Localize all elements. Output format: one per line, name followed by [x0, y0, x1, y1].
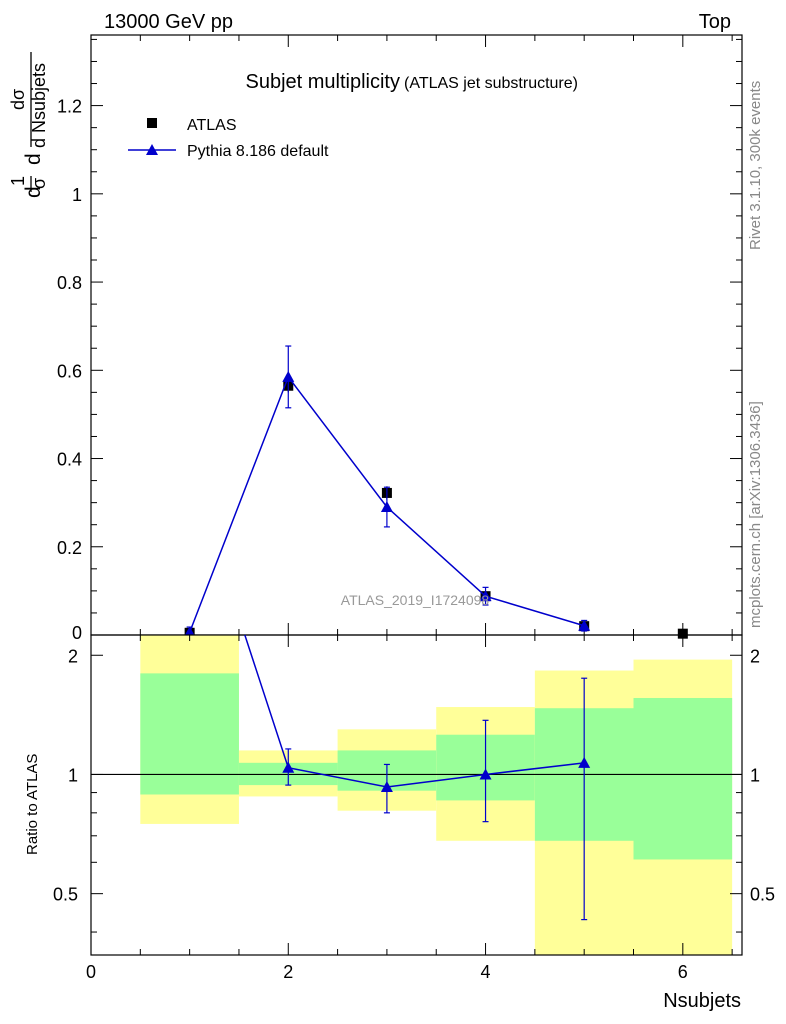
x-tick-label: 4	[481, 962, 491, 982]
pythia-point	[380, 501, 393, 513]
main-ytick-label: 0.2	[57, 538, 82, 558]
y-label-den1: σ	[29, 178, 49, 189]
main-ytick-label: 1	[72, 185, 82, 205]
y-label-num1: 1	[8, 176, 28, 186]
legend-atlas-marker	[147, 118, 157, 128]
ratio-ytick-label: 2	[68, 646, 78, 666]
ratio-band-inner-5	[633, 697, 733, 860]
main-ytick-label: 0.8	[57, 273, 82, 293]
x-tick-label: 2	[283, 962, 293, 982]
y-label-prefix2: d	[22, 153, 45, 165]
chart-title: Subjet multiplicity	[245, 71, 400, 93]
x-tick-label: 0	[86, 962, 96, 982]
ratio-pythia-point	[479, 768, 492, 780]
x-tick-label: 6	[678, 962, 688, 982]
y-axis-label-main: d 1 σ d dσ d Nsubjets	[8, 52, 49, 198]
atlas-point	[677, 628, 688, 639]
legend-pythia-label: Pythia 8.186 default	[187, 143, 329, 160]
source-label: mcplots.cern.ch [arXiv:1306.3436]	[747, 401, 764, 628]
y-label-den2: d Nsubjets	[29, 63, 49, 148]
main-ytick-label: 0.6	[57, 361, 82, 381]
pythia-point	[282, 370, 295, 382]
ratio-frame-border	[90, 634, 743, 956]
ratio-ytick-label-right: 1	[750, 765, 760, 785]
main-ytick-label-zero: 0	[72, 623, 82, 643]
ratio-ytick-label-right: 0.5	[750, 885, 775, 905]
ratio-pythia-point	[282, 761, 295, 773]
main-ytick-label: 0.4	[57, 450, 82, 470]
y-label-num2: dσ	[8, 89, 28, 110]
ratio-ytick-label: 0.5	[53, 885, 78, 905]
ratio-band-inner-0	[140, 673, 239, 795]
header-left: 13000 GeV pp	[104, 11, 233, 33]
rivet-label: Rivet 3.1.10, 300k events	[747, 81, 764, 250]
legend-atlas-label: ATLAS	[187, 117, 237, 134]
legend: ATLAS Pythia 8.186 default	[128, 117, 329, 160]
header-right: Top	[699, 11, 731, 33]
watermark: ATLAS_2019_I1724098	[341, 592, 490, 608]
ratio-ytick-label-right: 2	[750, 646, 760, 666]
chart-subtitle: (ATLAS jet substructure)	[404, 75, 578, 92]
ratio-ytick-label: 1	[68, 765, 78, 785]
y-label-prefix: d	[22, 186, 45, 198]
ratio-pythia-point	[578, 756, 591, 768]
ratio-pythia-point	[380, 780, 393, 792]
pythia-point	[479, 590, 492, 602]
pythia-point	[578, 619, 591, 631]
main-ytick-label: 1.2	[57, 97, 82, 117]
x-axis-label: Nsubjets	[663, 990, 741, 1012]
legend-pythia-marker	[146, 144, 158, 155]
ratio-y-label: Ratio to ATLAS	[24, 754, 41, 855]
